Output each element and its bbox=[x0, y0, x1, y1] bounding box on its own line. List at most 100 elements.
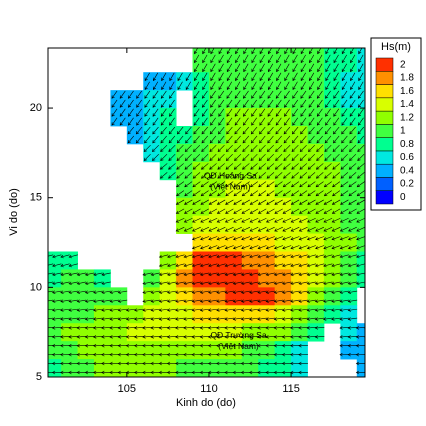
direction-arrow bbox=[208, 308, 218, 312]
direction-arrow bbox=[101, 317, 111, 321]
direction-arrow bbox=[93, 308, 103, 312]
direction-arrow bbox=[210, 72, 216, 82]
field-cell bbox=[274, 54, 292, 73]
direction-arrow bbox=[183, 263, 193, 268]
direction-arrow bbox=[250, 145, 258, 152]
direction-arrow bbox=[284, 48, 289, 55]
direction-arrow bbox=[216, 326, 226, 330]
direction-arrow bbox=[356, 199, 365, 205]
direction-arrow bbox=[216, 361, 226, 366]
direction-arrow bbox=[136, 108, 142, 117]
direction-arrow bbox=[350, 81, 356, 91]
direction-arrow bbox=[273, 317, 284, 321]
direction-arrow bbox=[60, 343, 70, 348]
direction-arrow bbox=[93, 290, 103, 294]
field-cell bbox=[192, 269, 210, 288]
direction-arrow bbox=[308, 153, 316, 161]
direction-arrow bbox=[224, 272, 234, 277]
direction-arrow bbox=[249, 217, 259, 223]
direction-arrow bbox=[208, 299, 218, 303]
field-cell bbox=[340, 72, 358, 91]
direction-arrow bbox=[325, 99, 331, 108]
direction-arrow bbox=[275, 99, 282, 108]
direction-arrow bbox=[308, 126, 315, 135]
direction-arrow bbox=[210, 117, 216, 126]
direction-arrow bbox=[158, 335, 169, 339]
direction-arrow bbox=[333, 90, 340, 99]
direction-arrow bbox=[134, 335, 144, 339]
direction-arrow bbox=[142, 370, 152, 375]
direction-arrow bbox=[176, 145, 184, 152]
direction-arrow bbox=[290, 263, 300, 268]
direction-arrow bbox=[349, 135, 356, 144]
direction-arrow bbox=[309, 48, 314, 55]
direction-arrow bbox=[150, 308, 161, 312]
direction-arrow bbox=[292, 81, 298, 91]
direction-arrow bbox=[273, 236, 284, 241]
direction-arrow bbox=[333, 117, 340, 126]
direction-arrow bbox=[208, 272, 218, 277]
direction-arrow bbox=[142, 326, 152, 330]
direction-arrow bbox=[314, 317, 325, 321]
direction-arrow bbox=[333, 108, 340, 117]
field-cell bbox=[258, 287, 276, 306]
direction-arrow bbox=[169, 72, 175, 82]
direction-arrow bbox=[142, 361, 152, 366]
direction-arrow bbox=[216, 272, 226, 277]
field-cell bbox=[258, 48, 276, 55]
direction-arrow bbox=[202, 48, 207, 55]
direction-arrow bbox=[199, 317, 210, 321]
field-cell bbox=[274, 269, 292, 288]
direction-arrow bbox=[192, 163, 201, 170]
direction-arrow bbox=[150, 272, 161, 277]
direction-arrow bbox=[176, 135, 184, 144]
direction-arrow bbox=[208, 326, 218, 330]
direction-arrow bbox=[284, 108, 290, 117]
direction-arrow bbox=[191, 272, 202, 277]
direction-arrow bbox=[314, 254, 325, 259]
direction-arrow bbox=[240, 281, 251, 286]
direction-arrow bbox=[282, 263, 292, 268]
direction-arrow bbox=[183, 308, 193, 312]
direction-arrow bbox=[226, 72, 233, 82]
direction-arrow bbox=[158, 308, 169, 312]
direction-arrow bbox=[314, 281, 325, 286]
direction-arrow bbox=[175, 308, 185, 312]
direction-arrow bbox=[199, 272, 210, 277]
direction-arrow bbox=[283, 135, 291, 144]
direction-arrow bbox=[232, 352, 243, 357]
direction-arrow bbox=[226, 117, 233, 126]
direction-arrow bbox=[199, 254, 210, 259]
direction-arrow bbox=[331, 299, 341, 303]
direction-arrow bbox=[241, 217, 251, 223]
direction-arrow bbox=[273, 281, 284, 286]
direction-arrow bbox=[265, 352, 276, 357]
direction-arrow bbox=[358, 63, 364, 73]
field-cell bbox=[48, 251, 62, 270]
field-cell bbox=[143, 341, 161, 360]
direction-arrow bbox=[317, 48, 322, 55]
direction-arrow bbox=[276, 63, 282, 73]
direction-arrow bbox=[125, 361, 136, 366]
direction-arrow bbox=[281, 361, 292, 366]
direction-arrow bbox=[281, 335, 292, 339]
direction-arrow bbox=[306, 263, 317, 268]
direction-arrow bbox=[101, 281, 111, 286]
direction-arrow bbox=[306, 281, 317, 286]
direction-arrow bbox=[168, 126, 176, 135]
direction-arrow bbox=[291, 145, 299, 152]
direction-arrow bbox=[259, 54, 265, 64]
direction-arrow bbox=[176, 153, 184, 161]
direction-arrow bbox=[109, 361, 120, 366]
direction-arrow bbox=[101, 299, 111, 303]
direction-arrow bbox=[339, 236, 349, 241]
direction-arrow bbox=[225, 172, 234, 179]
direction-arrow bbox=[292, 117, 299, 126]
direction-arrow bbox=[142, 343, 152, 348]
direction-arrow bbox=[290, 290, 300, 294]
direction-arrow bbox=[240, 361, 251, 366]
direction-arrow bbox=[282, 254, 292, 259]
direction-arrow bbox=[216, 217, 226, 223]
annotation: (Việt Nam) bbox=[210, 181, 251, 191]
direction-arrow bbox=[68, 290, 78, 294]
